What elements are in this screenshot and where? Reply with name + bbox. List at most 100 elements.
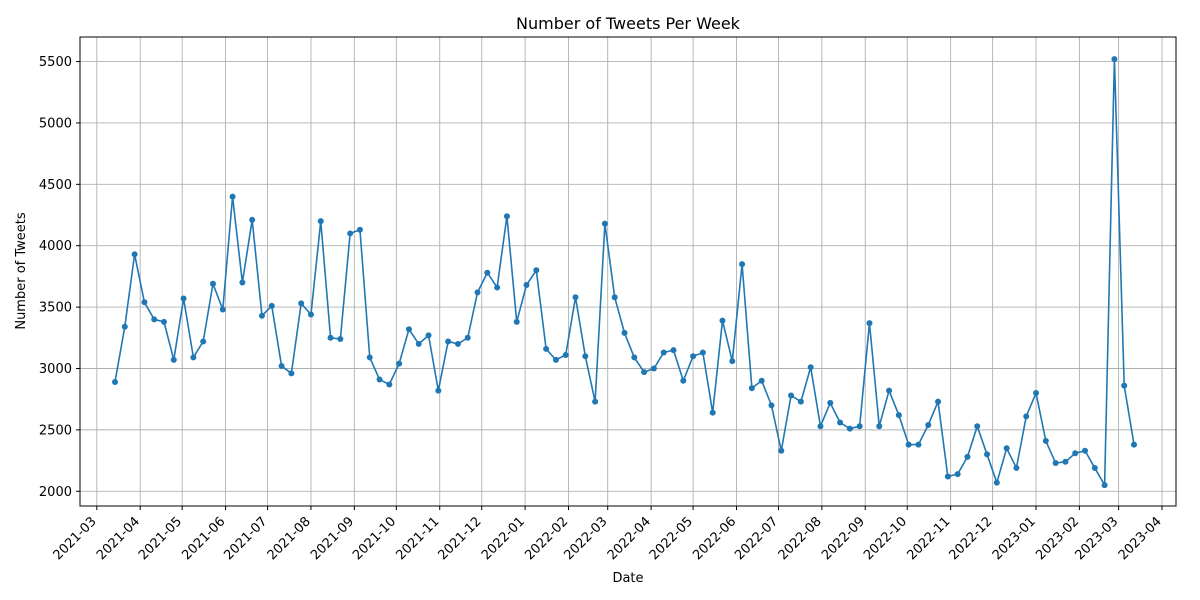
data-point: [249, 216, 256, 223]
data-point: [1003, 445, 1010, 452]
data-point: [592, 398, 599, 405]
data-point: [944, 473, 951, 480]
x-tick-label: 2022-09: [819, 514, 868, 563]
data-point: [464, 334, 471, 341]
data-point: [170, 356, 177, 363]
data-point: [435, 387, 442, 394]
data-point: [1033, 390, 1040, 397]
data-point: [886, 387, 893, 394]
data-point: [366, 354, 373, 361]
data-point: [190, 354, 197, 361]
data-point: [993, 479, 1000, 486]
x-tick-label: 2022-07: [732, 514, 781, 563]
data-point: [1091, 464, 1098, 471]
data-point: [1121, 382, 1128, 389]
plot-area-frame: [79, 36, 1177, 507]
data-point: [748, 385, 755, 392]
data-point: [454, 340, 461, 347]
data-point: [474, 289, 481, 296]
data-point: [513, 318, 520, 325]
x-tick-label: 2021-04: [94, 514, 143, 563]
data-point: [856, 423, 863, 430]
data-point: [1072, 450, 1079, 457]
data-point: [151, 316, 158, 323]
data-point: [111, 379, 118, 385]
x-tick-label: 2021-09: [308, 514, 357, 563]
data-point: [1023, 413, 1030, 420]
data-point: [1062, 458, 1069, 465]
data-point: [317, 218, 324, 225]
data-point: [954, 471, 961, 478]
data-point: [895, 412, 902, 419]
y-tick-label: 2000: [39, 485, 72, 500]
data-point: [327, 334, 334, 341]
x-tick-label: 2022-03: [562, 514, 611, 563]
data-point: [356, 226, 363, 233]
x-tick-label: 2023-01: [990, 514, 1039, 563]
data-point: [572, 294, 579, 301]
x-tick-label: 2021-12: [436, 514, 485, 563]
data-point: [1013, 464, 1020, 471]
data-point: [278, 363, 285, 370]
data-point: [445, 338, 452, 345]
data-point: [1052, 460, 1059, 467]
data-point: [219, 306, 226, 313]
data-point: [1101, 482, 1108, 489]
data-point: [160, 318, 167, 325]
data-point: [680, 377, 687, 384]
y-tick-label: 4500: [39, 178, 72, 193]
data-point: [915, 441, 922, 448]
y-axis-title: Number of Tweets: [14, 212, 29, 330]
data-point: [425, 332, 432, 339]
data-point: [788, 392, 795, 399]
data-point: [778, 447, 785, 454]
data-point: [180, 295, 187, 302]
x-tick-label: 2022-12: [946, 514, 995, 563]
data-point: [1111, 56, 1118, 63]
data-point: [601, 220, 608, 227]
data-point: [337, 336, 344, 343]
y-tick-label: 2500: [39, 423, 72, 438]
x-tick-label: 2022-11: [904, 514, 953, 563]
data-point: [739, 261, 746, 268]
data-point: [905, 441, 912, 448]
x-tick-label: 2021-06: [179, 514, 228, 563]
data-point: [1042, 437, 1049, 444]
data-point: [258, 312, 265, 319]
data-point: [239, 279, 246, 286]
x-tick-label: 2023-03: [1072, 514, 1121, 563]
data-point: [268, 302, 275, 309]
data-point: [484, 269, 491, 276]
data-point: [131, 251, 138, 258]
data-point: [209, 280, 216, 287]
data-point: [758, 377, 765, 384]
data-point: [533, 267, 540, 274]
x-tick-label: 2022-05: [647, 514, 696, 563]
x-tick-label: 2022-06: [690, 514, 739, 563]
data-point: [964, 453, 971, 460]
data-point: [719, 317, 726, 324]
y-tick-label: 5500: [39, 55, 72, 70]
data-point: [670, 347, 677, 354]
x-tick-label: 2022-01: [479, 514, 528, 563]
x-tick-label: 2021-08: [265, 514, 314, 563]
data-point: [376, 376, 383, 383]
y-tick-label: 4000: [39, 239, 72, 254]
data-point: [503, 213, 510, 220]
data-point: [298, 300, 305, 307]
data-point: [709, 409, 716, 416]
data-point: [925, 421, 932, 428]
x-tick-label: 2023-04: [1116, 514, 1165, 563]
data-point: [729, 358, 736, 365]
x-axis-title: Date: [612, 571, 643, 586]
data-point: [307, 311, 314, 318]
data-point: [415, 340, 422, 347]
data-point: [984, 451, 991, 458]
chart-title: Number of Tweets Per Week: [516, 14, 741, 33]
data-point: [386, 381, 393, 388]
data-point: [552, 356, 559, 363]
data-point: [827, 399, 834, 406]
data-point: [817, 423, 824, 430]
data-point: [974, 423, 981, 430]
